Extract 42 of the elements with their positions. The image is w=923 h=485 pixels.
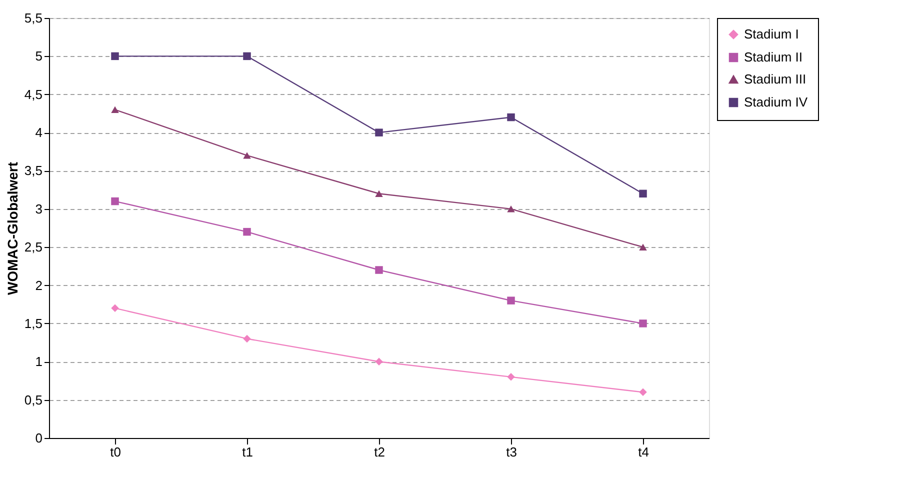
- y-tick-label: 3,5: [24, 163, 42, 178]
- legend-label: Stadium I: [744, 26, 799, 42]
- y-tick-label: 0: [35, 430, 42, 446]
- y-axis-title: WOMAC-Globalwert: [4, 162, 20, 295]
- point: [243, 52, 251, 60]
- point: [111, 52, 119, 60]
- point: [243, 228, 251, 236]
- y-tick-label: 2: [35, 278, 42, 293]
- point: [243, 334, 251, 343]
- y-tick-label: 1: [35, 354, 42, 370]
- legend-label: Stadium II: [744, 50, 803, 64]
- y-tick-label: 3: [35, 201, 42, 216]
- point: [375, 190, 383, 197]
- legend-label: Stadium IV: [744, 94, 808, 110]
- point: [111, 197, 119, 206]
- point: [507, 373, 515, 381]
- x-tick-label: t1: [242, 444, 253, 460]
- y-tick-label: 4: [35, 125, 42, 140]
- y-tick-label: 1,5: [24, 316, 42, 331]
- point: [375, 266, 383, 274]
- point: [375, 358, 383, 366]
- point: [507, 296, 515, 304]
- y-tick-label: 0,5: [24, 392, 42, 408]
- point: [507, 113, 515, 122]
- point: [375, 128, 383, 136]
- x-tick-label: t0: [110, 444, 121, 460]
- point: [639, 388, 647, 396]
- point: [243, 152, 251, 159]
- legend-label: Stadium III: [744, 72, 806, 86]
- y-tick-label: 4,5: [24, 86, 42, 102]
- x-tick-label: t3: [506, 444, 517, 460]
- point: [111, 304, 119, 312]
- point: [639, 320, 647, 328]
- y-tick-label: 2,5: [24, 240, 42, 255]
- y-tick-label: 5: [35, 48, 42, 64]
- point: [111, 106, 119, 113]
- point: [507, 206, 515, 212]
- point: [639, 190, 647, 198]
- y-tick-label: 5,5: [24, 10, 42, 26]
- x-tick-label: t2: [374, 444, 385, 460]
- x-tick-label: t4: [638, 444, 649, 460]
- point: [639, 244, 647, 250]
